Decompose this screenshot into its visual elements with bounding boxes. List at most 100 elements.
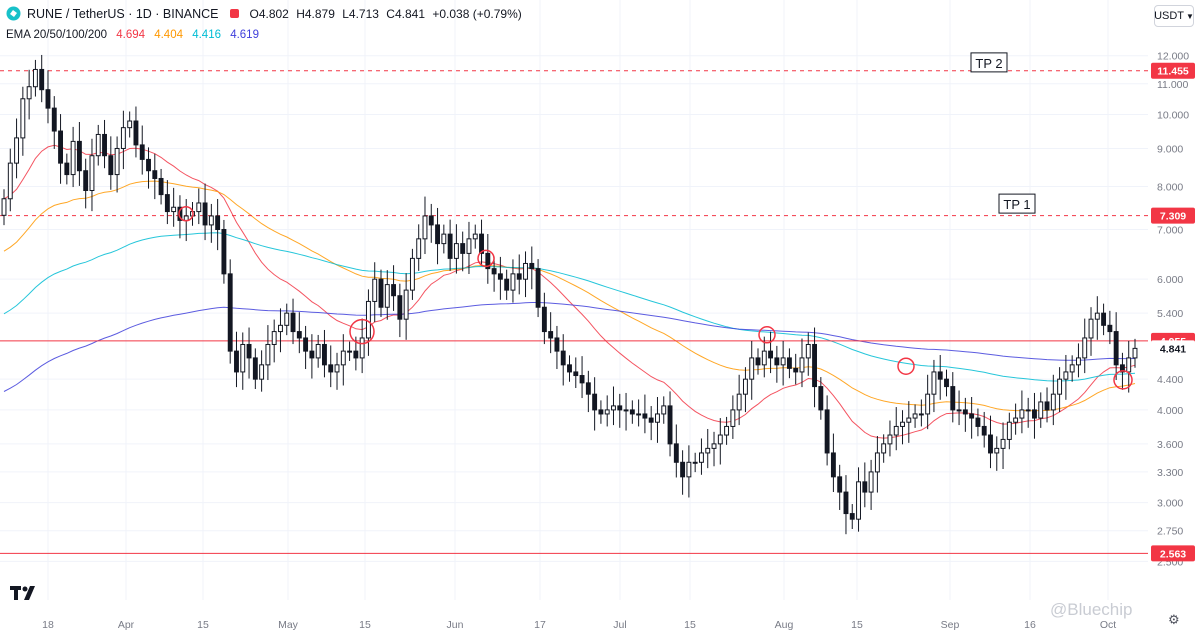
candle[interactable] xyxy=(347,341,353,361)
candle[interactable] xyxy=(749,340,755,400)
candle[interactable] xyxy=(950,372,956,423)
candle[interactable] xyxy=(611,386,616,426)
candle[interactable] xyxy=(64,153,70,185)
candle[interactable] xyxy=(278,308,283,353)
candle[interactable] xyxy=(969,397,975,439)
candle[interactable] xyxy=(585,370,591,413)
candle[interactable] xyxy=(1038,392,1044,428)
candle[interactable] xyxy=(472,224,478,249)
candle[interactable] xyxy=(931,359,937,413)
candle[interactable] xyxy=(422,196,428,255)
candle[interactable] xyxy=(1032,392,1037,439)
candle[interactable] xyxy=(447,219,453,271)
candle[interactable] xyxy=(793,353,799,385)
candle[interactable] xyxy=(962,397,968,432)
candle[interactable] xyxy=(315,334,321,368)
candle[interactable] xyxy=(824,395,830,466)
candle[interactable] xyxy=(761,336,767,378)
candle[interactable] xyxy=(994,436,1000,471)
candle[interactable] xyxy=(265,325,271,381)
candle[interactable] xyxy=(730,395,736,439)
candle[interactable] xyxy=(604,395,610,427)
candle[interactable] xyxy=(1107,310,1113,345)
candle[interactable] xyxy=(234,331,239,388)
candle[interactable] xyxy=(1101,303,1107,336)
candle[interactable] xyxy=(20,86,26,156)
candle[interactable] xyxy=(146,147,151,189)
candle[interactable] xyxy=(818,377,824,420)
candle[interactable] xyxy=(58,114,63,184)
candle[interactable] xyxy=(252,348,258,389)
candle[interactable] xyxy=(799,338,805,388)
candle[interactable] xyxy=(975,408,981,437)
currency-select[interactable]: USDT ▼ xyxy=(1154,5,1194,27)
candle[interactable] xyxy=(692,452,698,473)
candle[interactable] xyxy=(259,350,265,392)
candle[interactable] xyxy=(309,334,315,379)
candle[interactable] xyxy=(774,345,780,383)
candle[interactable] xyxy=(636,399,642,427)
candle[interactable] xyxy=(516,254,522,295)
gear-icon[interactable]: ⚙ xyxy=(1168,612,1180,627)
candle[interactable] xyxy=(158,168,164,205)
candle[interactable] xyxy=(384,270,390,320)
candle[interactable] xyxy=(1126,340,1132,393)
candle[interactable] xyxy=(988,415,993,469)
candle[interactable] xyxy=(541,292,547,345)
candle[interactable] xyxy=(497,256,503,300)
candle[interactable] xyxy=(14,118,20,179)
candle[interactable] xyxy=(102,119,107,169)
candle[interactable] xyxy=(956,390,962,426)
candle[interactable] xyxy=(812,327,817,408)
candle[interactable] xyxy=(485,233,491,284)
candle[interactable] xyxy=(862,462,868,508)
candle[interactable] xyxy=(391,265,397,311)
candle[interactable] xyxy=(403,273,409,340)
candle[interactable] xyxy=(642,394,648,434)
candle[interactable] xyxy=(441,224,447,254)
candle[interactable] xyxy=(334,352,340,390)
candle[interactable] xyxy=(887,420,893,457)
candle[interactable] xyxy=(768,331,774,374)
candle[interactable] xyxy=(1088,307,1094,356)
candle[interactable] xyxy=(453,224,459,274)
candle[interactable] xyxy=(661,396,667,424)
candle[interactable] xyxy=(202,183,208,241)
candle[interactable] xyxy=(535,259,541,318)
candle[interactable] xyxy=(1094,296,1100,340)
candle[interactable] xyxy=(1000,422,1006,470)
candle[interactable] xyxy=(460,231,466,272)
candle[interactable] xyxy=(868,459,874,510)
candle[interactable] xyxy=(1113,312,1119,381)
candle[interactable] xyxy=(428,203,434,243)
candle[interactable] xyxy=(114,136,120,193)
candle[interactable] xyxy=(673,424,679,478)
candle[interactable] xyxy=(906,401,912,443)
candle[interactable] xyxy=(900,410,905,445)
candle[interactable] xyxy=(120,110,126,170)
candle[interactable] xyxy=(755,348,761,375)
candle[interactable] xyxy=(45,70,51,124)
candle[interactable] xyxy=(655,397,660,443)
ema-legend[interactable]: EMA 20/50/100/200 4.694 4.404 4.416 4.61… xyxy=(6,29,265,41)
candle[interactable] xyxy=(133,106,139,158)
candle[interactable] xyxy=(466,221,472,275)
candle[interactable] xyxy=(7,148,13,212)
candle[interactable] xyxy=(491,256,497,292)
candle[interactable] xyxy=(196,188,202,225)
candle[interactable] xyxy=(240,332,246,390)
candle[interactable] xyxy=(1006,412,1012,450)
candle[interactable] xyxy=(560,334,566,386)
symbol-title[interactable]: RUNE / TetherUS · 1D · BINANCE xyxy=(27,6,219,21)
candle[interactable] xyxy=(554,325,560,370)
candle[interactable] xyxy=(39,54,45,103)
candle[interactable] xyxy=(579,356,585,399)
candle[interactable] xyxy=(830,433,836,493)
candle[interactable] xyxy=(70,126,76,188)
candle[interactable] xyxy=(479,219,484,266)
candle[interactable] xyxy=(215,199,221,251)
candle[interactable] xyxy=(322,329,327,378)
candle[interactable] xyxy=(623,392,629,431)
candle[interactable] xyxy=(805,332,811,376)
